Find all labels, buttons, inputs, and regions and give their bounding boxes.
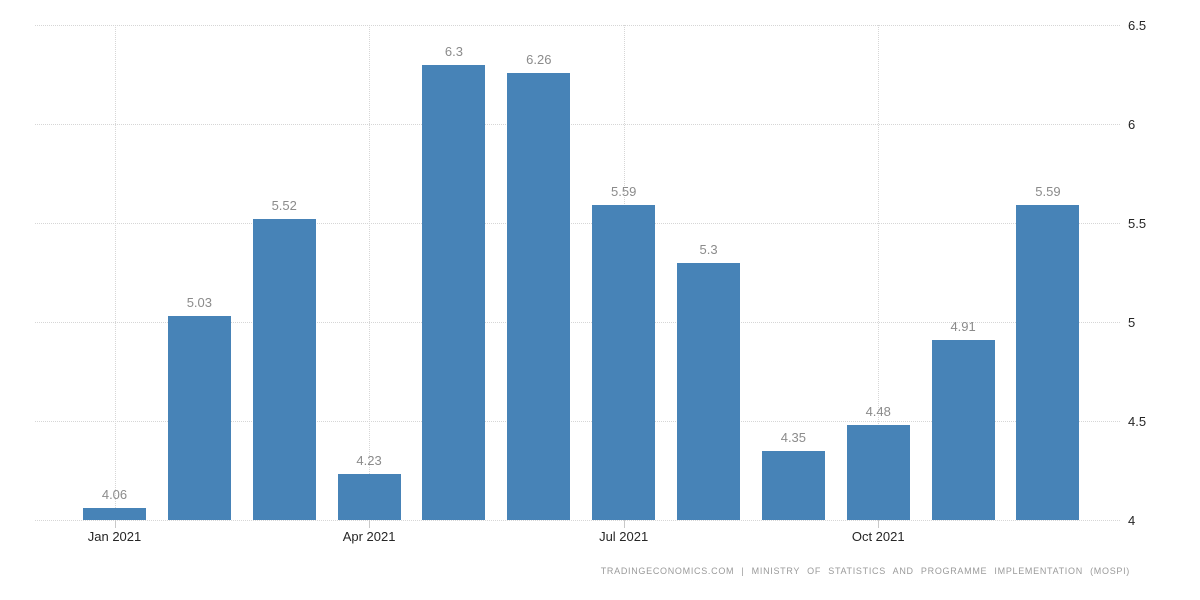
- vertical-gridline: [114, 25, 116, 520]
- x-axis-tick-mark: [114, 520, 116, 528]
- bar-dec-2021[interactable]: [1016, 205, 1080, 520]
- y-axis-tick-label: 4: [1128, 513, 1136, 528]
- horizontal-gridline: [35, 520, 1120, 521]
- bar-aug-2021[interactable]: [677, 262, 741, 520]
- bar-value-label: 6.3: [444, 43, 463, 59]
- bar-value-label: 6.26: [526, 51, 552, 67]
- bar-oct-2021[interactable]: [846, 424, 910, 520]
- plot-area: 4.06 5.03 5.52 4.23 6.3 6.26 5.59 5.3 4.35 4.48 4.…: [35, 25, 1120, 521]
- y-axis-tick-label: 4.5: [1128, 414, 1147, 429]
- vertical-gridline: [369, 25, 371, 520]
- bar-value-label: 5.03: [186, 295, 213, 311]
- horizontal-gridline: [35, 322, 1120, 323]
- bar-jan-2021[interactable]: [83, 508, 146, 520]
- y-axis-tick-label: 6.5: [1128, 18, 1147, 33]
- bar-mar-2021[interactable]: [252, 219, 316, 520]
- x-axis-tick-mark: [623, 520, 625, 528]
- bar-feb-2021[interactable]: [167, 316, 231, 520]
- bar-sep-2021[interactable]: [761, 450, 825, 520]
- bar-value-label: 4.06: [101, 487, 128, 503]
- bar-value-label: 4.23: [356, 453, 382, 469]
- x-axis-tick-mark: [878, 520, 880, 528]
- source-attribution: TRADINGECONOMICS.COM | MINISTRY OF STATI…: [600, 566, 1130, 576]
- bar-value-label: 5.52: [271, 198, 297, 214]
- bar-value-label: 4.48: [865, 403, 891, 419]
- bar-nov-2021[interactable]: [931, 339, 995, 520]
- x-axis-tick-label: Jan 2021: [87, 529, 142, 544]
- bar-apr-2021[interactable]: [337, 474, 401, 520]
- y-axis-tick-label: 5: [1128, 315, 1136, 330]
- bar-value-label: 4.91: [950, 318, 976, 334]
- y-axis-tick-label: 5.5: [1128, 216, 1147, 231]
- horizontal-gridline: [35, 124, 1120, 125]
- x-axis-tick-label: Oct 2021: [851, 529, 905, 544]
- bar-value-label: 5.3: [699, 241, 718, 257]
- horizontal-gridline: [35, 421, 1120, 422]
- vertical-gridline: [878, 25, 880, 520]
- x-axis-tick-label: Jul 2021: [599, 529, 649, 544]
- bar-jul-2021[interactable]: [592, 205, 656, 520]
- bar-value-label: 5.59: [1035, 184, 1061, 200]
- bar-may-2021[interactable]: [422, 64, 486, 520]
- y-axis-tick-label: 6: [1128, 117, 1136, 132]
- bar-value-label: 4.35: [780, 429, 807, 445]
- x-axis-tick-mark: [369, 520, 371, 528]
- x-axis-tick-label: Apr 2021: [342, 529, 396, 544]
- bar-jun-2021[interactable]: [507, 72, 571, 520]
- horizontal-gridline: [35, 25, 1120, 26]
- bar-value-label: 5.59: [611, 184, 637, 200]
- horizontal-gridline: [35, 223, 1120, 224]
